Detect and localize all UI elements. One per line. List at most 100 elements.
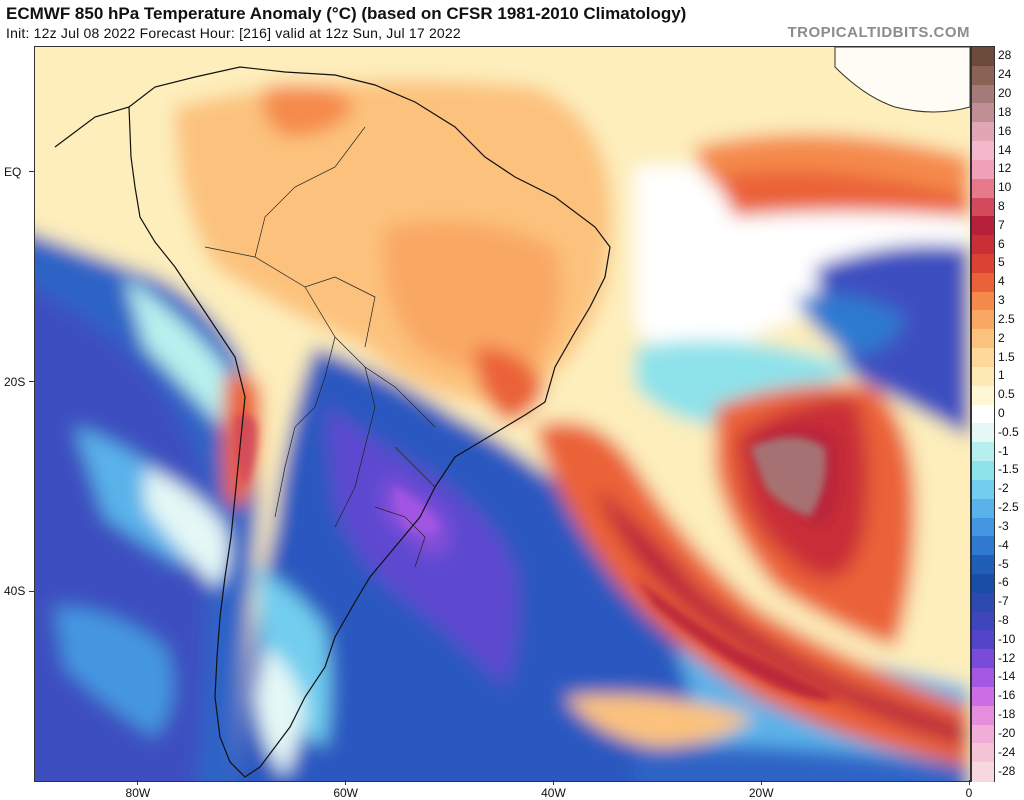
temperature-anomaly-field — [35, 47, 970, 781]
colorbar-cell — [972, 216, 994, 236]
x-tick-mark — [345, 780, 347, 785]
colorbar-cell — [972, 65, 994, 86]
colorbar-label: 2.5 — [998, 311, 1015, 326]
colorbar-label: -18 — [998, 707, 1016, 722]
colorbar-cell — [972, 479, 994, 500]
colorbar-label: 0 — [998, 406, 1005, 420]
colorbar-cell — [972, 461, 994, 481]
colorbar-label: -24 — [998, 744, 1016, 759]
y-tick-mark — [29, 381, 34, 383]
colorbar-label: 5 — [998, 255, 1005, 270]
colorbar-cell — [972, 649, 994, 669]
x-tick-mark — [137, 780, 139, 785]
colorbar-label: 14 — [998, 142, 1012, 157]
colorbar-cell — [972, 423, 994, 443]
colorbar-cell — [972, 724, 994, 744]
colorbar-cell — [972, 235, 994, 255]
colorbar-label: -20 — [998, 725, 1016, 740]
colorbar-cell — [972, 47, 994, 67]
colorbar-label: -4 — [998, 537, 1009, 552]
colorbar-cell — [972, 103, 994, 123]
x-tick-label: 20W — [748, 786, 774, 800]
map-area — [34, 46, 971, 782]
colorbar-cell — [972, 385, 994, 406]
colorbar-label: 0.5 — [998, 387, 1015, 402]
colorbar-label: -1.5 — [998, 462, 1019, 477]
colorbar-label: 16 — [998, 123, 1012, 138]
colorbar-label: 1 — [998, 368, 1005, 383]
colorbar-label: -12 — [998, 650, 1016, 665]
colorbar-label: -14 — [998, 669, 1016, 684]
colorbar-cell — [972, 686, 994, 707]
colorbar-cell — [972, 762, 994, 782]
y-tick-label: 40S — [4, 584, 26, 599]
colorbar-label: -3 — [998, 518, 1009, 533]
colorbar-label: -0.5 — [998, 424, 1019, 439]
colorbar-cell — [972, 310, 994, 330]
colorbar-label: -7 — [998, 594, 1009, 609]
colorbar-label: 7 — [998, 217, 1005, 232]
colorbar-label: -28 — [998, 763, 1016, 778]
country-borders — [204, 126, 436, 568]
colorbar-label: 18 — [998, 104, 1012, 119]
colorbar-cell — [972, 630, 994, 650]
colorbar-cell — [972, 592, 994, 613]
colorbar-label: 24 — [998, 67, 1012, 82]
colorbar-cell — [972, 517, 994, 537]
colorbar-label: 20 — [998, 86, 1012, 101]
colorbar-cell — [972, 555, 994, 575]
y-tick-mark — [29, 590, 34, 592]
colorbar-label: 10 — [998, 180, 1012, 195]
colorbar-cell — [972, 122, 994, 142]
x-tick-mark — [760, 780, 762, 785]
x-tick-label: 40W — [541, 786, 566, 800]
x-tick-mark — [968, 780, 970, 785]
x-tick-label: 80W — [125, 786, 151, 800]
colorbar-cell — [972, 272, 994, 293]
colorbar-label: 1.5 — [998, 349, 1015, 364]
colorbar-cell — [972, 668, 994, 688]
colorbar-cell — [972, 611, 994, 632]
colorbar-cell — [972, 141, 994, 161]
colorbar-cell — [972, 197, 994, 217]
colorbar-cell — [972, 254, 994, 274]
colorbar-cell — [972, 84, 994, 105]
x-tick-label: 60W — [333, 786, 358, 800]
colorbar-cell — [972, 159, 994, 180]
colorbar-label: 6 — [998, 236, 1005, 251]
colorbar-label: 4 — [998, 274, 1005, 289]
africa-coast — [834, 47, 970, 113]
watermark-text: TROPICALTIDBITS.COM — [787, 24, 970, 41]
colorbar-cell — [972, 178, 994, 199]
colorbar-label: -8 — [998, 613, 1009, 628]
colorbar-cell — [972, 291, 994, 312]
colorbar-label: 12 — [998, 161, 1012, 176]
anomaly-highlights — [234, 413, 835, 701]
colorbar-cell — [972, 404, 994, 424]
chart-title: ECMWF 850 hPa Temperature Anomaly (°C) (… — [6, 4, 687, 23]
colorbar-label: 2 — [998, 330, 1005, 345]
colorbar-label: 3 — [998, 293, 1005, 308]
colorbar-label: -1 — [998, 443, 1009, 458]
colorbar-label: -10 — [998, 631, 1016, 646]
colorbar-label: 28 — [998, 48, 1012, 63]
colorbar-cell — [972, 442, 994, 462]
colorbar-cell — [972, 536, 994, 556]
chart-subtitle: Init: 12z Jul 08 2022 Forecast Hour: [21… — [6, 25, 461, 41]
colorbar-label: -5 — [998, 556, 1009, 571]
colorbar-label: -16 — [998, 688, 1016, 703]
colorbar-label: 8 — [998, 198, 1005, 213]
y-tick-label: EQ — [4, 164, 22, 179]
colorbar-label: -6 — [998, 575, 1009, 590]
colorbar-cell — [972, 743, 994, 763]
colorbar-label: -2 — [998, 481, 1009, 496]
x-tick-mark — [552, 780, 554, 785]
colorbar-label: -2.5 — [998, 500, 1019, 515]
y-tick-mark — [29, 171, 34, 173]
coastline — [54, 66, 611, 778]
x-tick-label: 0 — [965, 786, 973, 800]
y-tick-label: 20S — [4, 374, 26, 389]
map-canvas — [35, 47, 970, 781]
colorbar-cell — [972, 348, 994, 368]
colorbar — [971, 46, 995, 782]
